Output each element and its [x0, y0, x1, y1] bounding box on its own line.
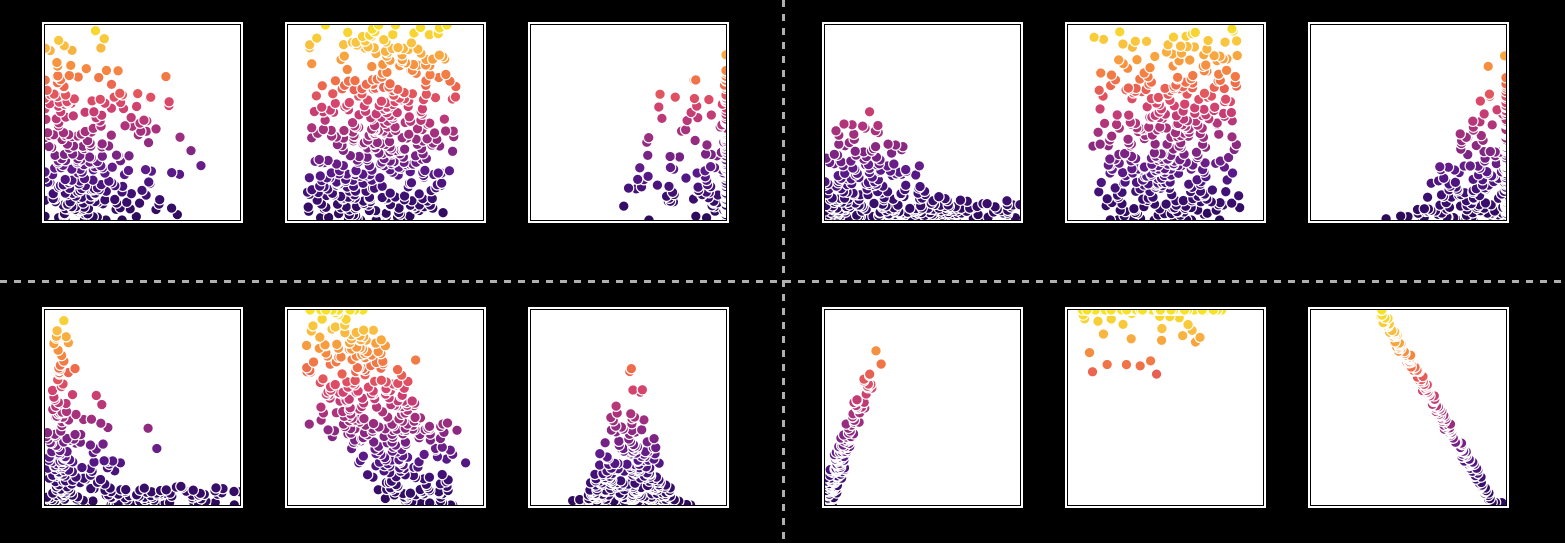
scatter-plot [825, 25, 1020, 220]
scatter-panel [1306, 20, 1511, 225]
scatter-panel [526, 20, 731, 225]
scatter-panel [526, 305, 731, 510]
panel-inner-frame [287, 309, 484, 506]
scatter-plot [531, 25, 726, 220]
panel-inner-frame [1310, 309, 1507, 506]
scatter-panel [283, 20, 488, 225]
panel-inner-frame [44, 24, 241, 221]
panel-inner-frame [287, 24, 484, 221]
scatter-plot [1311, 25, 1506, 220]
scatter-panel [820, 305, 1025, 510]
scatter-plot [1068, 310, 1263, 505]
scatter-panel [1063, 305, 1268, 510]
scatter-plot [288, 25, 483, 220]
scatter-plot [45, 310, 240, 505]
panel-grid [0, 0, 1565, 543]
panel-inner-frame [824, 309, 1021, 506]
scatter-panel [820, 20, 1025, 225]
scatter-plot [825, 310, 1020, 505]
scatter-panel [283, 305, 488, 510]
scatter-panel [40, 305, 245, 510]
panel-inner-frame [1067, 24, 1264, 221]
panel-inner-frame [1067, 309, 1264, 506]
scatter-panel [1063, 20, 1268, 225]
scatter-plot [288, 310, 483, 505]
scatter-plot [1311, 310, 1506, 505]
panel-inner-frame [530, 24, 727, 221]
figure-stage [0, 0, 1565, 543]
scatter-panel [1306, 305, 1511, 510]
panel-inner-frame [1310, 24, 1507, 221]
scatter-plot [531, 310, 726, 505]
scatter-plot [45, 25, 240, 220]
scatter-plot [1068, 25, 1263, 220]
panel-inner-frame [824, 24, 1021, 221]
scatter-panel [40, 20, 245, 225]
panel-inner-frame [44, 309, 241, 506]
panel-inner-frame [530, 309, 727, 506]
